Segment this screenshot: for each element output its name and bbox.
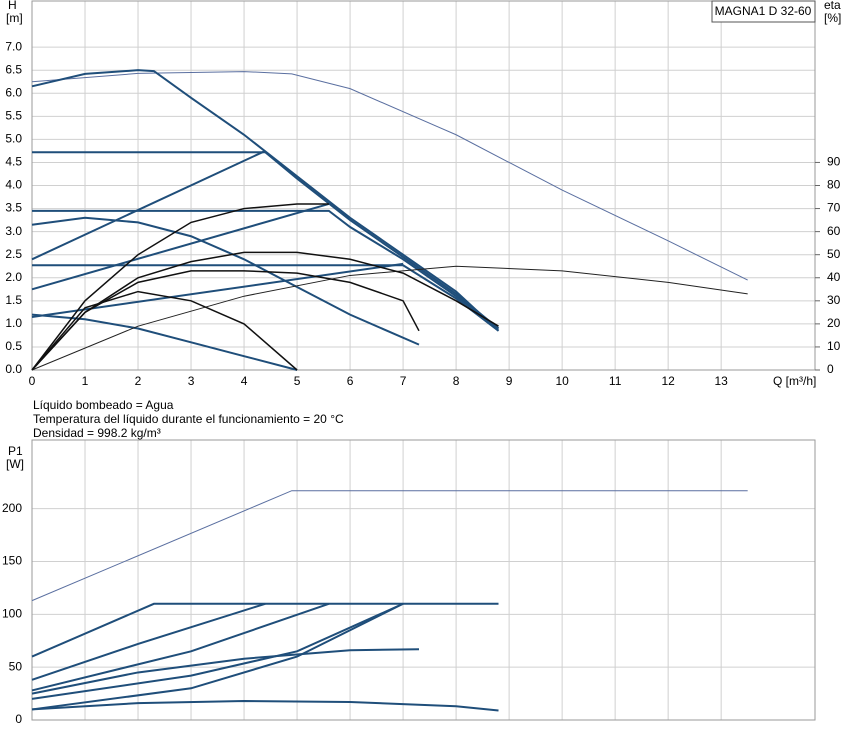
x-tick-label: 6 bbox=[347, 374, 354, 388]
y2-tick-label: 0 bbox=[827, 362, 834, 376]
y-tick-label: 0.5 bbox=[5, 339, 22, 353]
title-box bbox=[711, 0, 816, 23]
y-tick-label: 2.5 bbox=[5, 247, 22, 261]
y-tick-label: 3.0 bbox=[5, 224, 22, 238]
curve bbox=[31, 216, 420, 346]
y-tick-label: 3.5 bbox=[5, 201, 22, 215]
x-tick-label: 7 bbox=[400, 374, 407, 388]
curve bbox=[31, 71, 748, 281]
y-tick-label: 150 bbox=[2, 554, 22, 568]
y2-tick-label: 70 bbox=[827, 201, 841, 215]
p-plot-frame bbox=[31, 439, 816, 721]
y2-tick-label: 10 bbox=[827, 339, 841, 353]
x-tick-label: 10 bbox=[555, 374, 569, 388]
annotation: Densidad = 998.2 kg/m³ bbox=[33, 426, 161, 440]
curve bbox=[31, 490, 748, 602]
y2-tick-label: 90 bbox=[827, 155, 841, 169]
curve bbox=[31, 648, 420, 695]
y2-unit: [%] bbox=[824, 11, 841, 25]
curve bbox=[31, 265, 748, 371]
y2-tick-label: 80 bbox=[827, 178, 841, 192]
y2-tick-label: 40 bbox=[827, 270, 841, 284]
y2-tick-label: 60 bbox=[827, 224, 841, 238]
curve bbox=[31, 602, 404, 711]
y2-label: eta bbox=[824, 0, 841, 12]
y-tick-label: 200 bbox=[2, 501, 22, 515]
x-tick-label: 3 bbox=[188, 374, 195, 388]
y-tick-label: 0 bbox=[15, 712, 22, 726]
y-tick-label: 5.0 bbox=[5, 132, 22, 146]
x-label: Q [m³/h] bbox=[773, 374, 816, 388]
y-tick-label: 4.5 bbox=[5, 155, 22, 169]
annotation: Líquido bombeado = Agua bbox=[33, 398, 174, 412]
y2-tick-label: 20 bbox=[827, 316, 841, 330]
y-tick-label: 6.0 bbox=[5, 85, 22, 99]
curve bbox=[31, 203, 329, 371]
curve bbox=[31, 602, 266, 681]
x-tick-label: 13 bbox=[714, 374, 728, 388]
y-tick-label: 4.0 bbox=[5, 178, 22, 192]
curve bbox=[31, 699, 499, 712]
y-tick-label: 100 bbox=[2, 607, 22, 621]
y2-tick-label: 30 bbox=[827, 293, 841, 307]
curve bbox=[31, 149, 266, 261]
x-tick-label: 5 bbox=[294, 374, 301, 388]
x-tick-label: 0 bbox=[29, 374, 36, 388]
curve bbox=[31, 251, 499, 371]
annotation: Temperatura del líquido durante el funci… bbox=[33, 412, 344, 426]
y-tick-label: 5.5 bbox=[5, 108, 22, 122]
curve bbox=[31, 602, 404, 700]
x-tick-label: 4 bbox=[241, 374, 248, 388]
y-tick-label: 1.5 bbox=[5, 293, 22, 307]
chart-title: MAGNA1 D 32-60 bbox=[715, 4, 812, 18]
curve bbox=[31, 290, 298, 371]
y2-tick-label: 50 bbox=[827, 247, 841, 261]
y-tick-label: 0.0 bbox=[5, 362, 22, 376]
curve bbox=[32, 209, 500, 330]
x-tick-label: 9 bbox=[506, 374, 513, 388]
curve bbox=[31, 69, 500, 332]
curve bbox=[31, 202, 330, 291]
x-tick-label: 11 bbox=[609, 374, 622, 388]
curve bbox=[31, 262, 404, 318]
y-tick-label: 50 bbox=[9, 659, 23, 673]
y-tick-label: 7.0 bbox=[5, 39, 22, 53]
x-tick-label: 12 bbox=[661, 374, 675, 388]
x-tick-label: 8 bbox=[453, 374, 460, 388]
curve bbox=[31, 602, 330, 692]
y-label: P1 bbox=[8, 444, 23, 458]
x-tick-label: 2 bbox=[135, 374, 142, 388]
y-tick-label: 2.0 bbox=[5, 270, 22, 284]
y-tick-label: 1.0 bbox=[5, 316, 22, 330]
curve bbox=[32, 264, 500, 332]
x-tick-label: 1 bbox=[82, 374, 89, 388]
curve bbox=[32, 151, 500, 330]
curve bbox=[31, 602, 499, 658]
y-unit: [W] bbox=[6, 457, 24, 471]
y-tick-label: 6.5 bbox=[5, 62, 22, 76]
y-unit: [m] bbox=[6, 11, 23, 25]
y-label: H bbox=[8, 0, 17, 12]
